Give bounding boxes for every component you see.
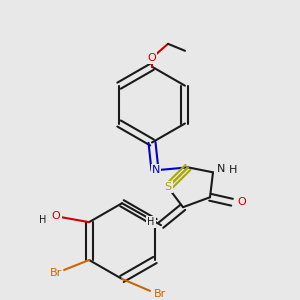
Text: O: O [238,197,246,207]
Text: Br: Br [154,289,166,299]
Text: Br: Br [50,268,62,278]
Text: O: O [148,53,156,63]
Text: S: S [164,182,172,192]
Text: H: H [39,215,47,225]
Text: H: H [147,217,155,227]
Text: N: N [152,165,160,175]
Text: N: N [217,164,225,174]
Text: H: H [229,165,237,175]
Text: O: O [52,211,61,221]
